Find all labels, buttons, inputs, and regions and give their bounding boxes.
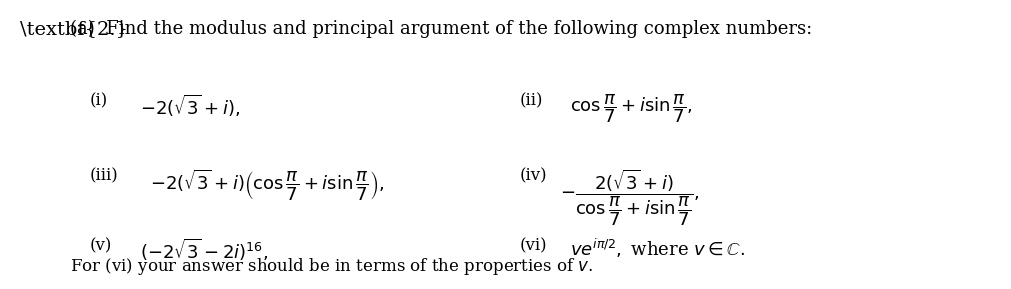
Text: (i): (i) <box>90 92 108 110</box>
Text: (iv): (iv) <box>519 168 547 185</box>
Text: (v): (v) <box>90 237 112 254</box>
Text: $-\dfrac{2(\sqrt{3}+i)}{\cos\dfrac{\pi}{7}+i\sin\dfrac{\pi}{7}},$: $-\dfrac{2(\sqrt{3}+i)}{\cos\dfrac{\pi}{… <box>559 168 699 228</box>
Text: \textbf{2.}: \textbf{2.} <box>20 20 127 38</box>
Text: (iii): (iii) <box>90 168 118 185</box>
Text: $ve^{i\pi/2},$ where $v \in \mathbb{C}.$: $ve^{i\pi/2},$ where $v \in \mathbb{C}.$ <box>569 237 744 260</box>
Text: $-2(\sqrt{3}+i)\left(\cos\dfrac{\pi}{7}+i\sin\dfrac{\pi}{7}\right),$: $-2(\sqrt{3}+i)\left(\cos\dfrac{\pi}{7}+… <box>150 168 383 203</box>
Text: $(-2\sqrt{3}-2i)^{16},$: $(-2\sqrt{3}-2i)^{16},$ <box>140 237 268 263</box>
Text: (vi): (vi) <box>519 237 547 254</box>
Text: For (vi) your answer should be in terms of the properties of $v$.: For (vi) your answer should be in terms … <box>70 256 592 277</box>
Text: (ii): (ii) <box>519 92 543 110</box>
Text: (a)  Find the modulus and principal argument of the following complex numbers:: (a) Find the modulus and principal argum… <box>70 20 812 38</box>
Text: $\cos\dfrac{\pi}{7}+i\sin\dfrac{\pi}{7},$: $\cos\dfrac{\pi}{7}+i\sin\dfrac{\pi}{7},… <box>569 92 692 125</box>
Text: $-2(\sqrt{3}+i),$: $-2(\sqrt{3}+i),$ <box>140 92 240 118</box>
